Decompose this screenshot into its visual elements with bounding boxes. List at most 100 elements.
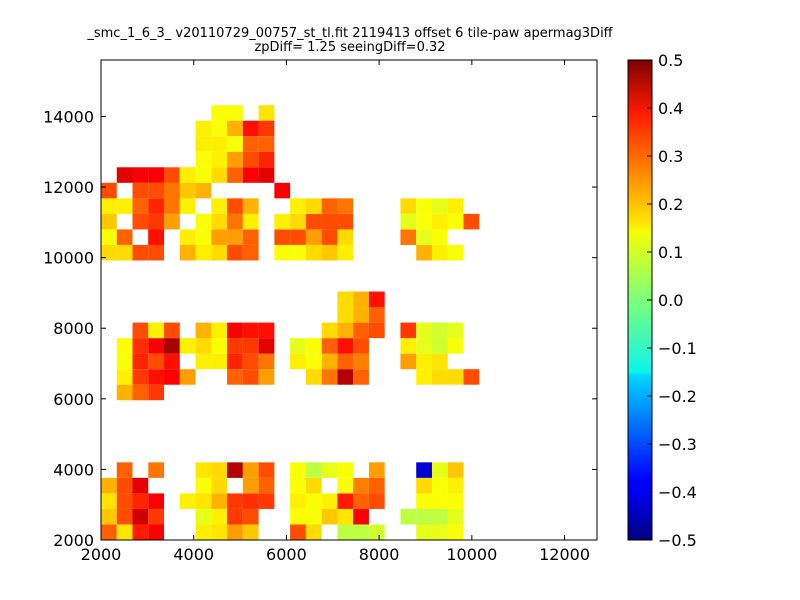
heatmap-cell (290, 524, 306, 540)
heatmap-cell (101, 229, 117, 245)
heatmap-cell (195, 167, 212, 183)
colorbar-tick-label: −0.4 (658, 483, 697, 502)
heatmap-cell (258, 322, 275, 339)
heatmap-cell (305, 244, 322, 261)
heatmap-cell (431, 322, 448, 339)
heatmap-cell (431, 229, 448, 245)
heatmap-cell (116, 198, 133, 214)
y-tick-label: 6000 (53, 390, 94, 409)
chart-subtitle: zpDiff= 1.25 seeingDiff=0.32 (254, 40, 446, 55)
heatmap-cell (211, 229, 228, 245)
heatmap-cell (148, 182, 165, 199)
heatmap-cell (416, 477, 432, 494)
heatmap-cell (447, 508, 464, 525)
heatmap-cell (400, 229, 417, 245)
heatmap-cell (211, 477, 228, 494)
heatmap-cell (447, 369, 464, 385)
heatmap-cell (258, 353, 275, 370)
heatmap-cell (132, 244, 149, 261)
heatmap-cell (368, 524, 385, 540)
heatmap-cell (164, 338, 180, 354)
heatmap-cell (116, 493, 133, 509)
heatmap-cell (227, 105, 243, 121)
heatmap-cell (290, 462, 306, 478)
heatmap-cell (305, 508, 322, 525)
heatmap-cell (258, 136, 275, 152)
x-axis: 2000 4000 6000 8000 10000 12000 (81, 60, 590, 564)
heatmap-cell (211, 508, 228, 525)
heatmap-cell (211, 462, 228, 478)
heatmap-cell (211, 244, 228, 261)
heatmap-cell (227, 508, 243, 525)
heatmap-cell (321, 213, 338, 230)
heatmap-cell (211, 198, 228, 214)
heatmap-cell (148, 198, 165, 214)
heatmap-cell (416, 229, 432, 245)
heatmap-cell (416, 198, 432, 214)
heatmap-cell (353, 353, 369, 370)
heatmap-cell (242, 369, 259, 385)
heatmap-cell (164, 322, 180, 339)
heatmap-cell (101, 493, 117, 509)
colorbar-tick-label: 0.3 (658, 147, 683, 166)
heatmap-cell (242, 477, 259, 494)
heatmap-cell (242, 120, 259, 137)
heatmap-cell (148, 493, 165, 509)
heatmap-cell (116, 462, 133, 478)
heatmap-cell (132, 369, 149, 385)
heatmap-cell (353, 369, 369, 385)
heatmap-cell (242, 136, 259, 152)
heatmap-cell (305, 353, 322, 370)
heatmap-cell (321, 198, 338, 214)
heatmap-cell (195, 462, 212, 478)
heatmap-cell (242, 338, 259, 354)
heatmap-cell (242, 167, 259, 183)
colorbar-axis: 0.5 0.4 0.3 0.2 0.1 0.0 −0.1 −0.2 −0.3 −0.4 −0.5 (647, 51, 697, 550)
heatmap-cell (368, 493, 385, 509)
heatmap-cell (179, 244, 196, 261)
heatmap-cell (447, 493, 464, 509)
heatmap-cell (195, 353, 212, 370)
heatmap-cell (195, 213, 212, 230)
colorbar-tick-label: −0.5 (658, 531, 697, 550)
heatmap-cell (227, 151, 243, 168)
heatmap-cell (321, 369, 338, 385)
heatmap-cell (290, 229, 306, 245)
heatmap-cell (353, 338, 369, 354)
heatmap-cell (101, 524, 117, 540)
x-tick-label: 2000 (81, 545, 122, 564)
heatmap-cell (227, 524, 243, 540)
y-tick-label: 14000 (43, 107, 94, 126)
heatmap-cell (431, 369, 448, 385)
heatmap-cell (227, 213, 243, 230)
heatmap-cell (179, 167, 196, 183)
heatmap-cell (337, 322, 354, 339)
colorbar-tick-label: 0.0 (658, 291, 683, 310)
heatmap-cell (116, 524, 133, 540)
y-tick-label: 12000 (43, 178, 94, 197)
heatmap-cell (337, 198, 354, 214)
heatmap-cell (258, 462, 275, 478)
heatmap-cell (305, 213, 322, 230)
heatmap-cell (242, 229, 259, 245)
heatmap-cell (179, 229, 196, 245)
heatmap-cell (116, 229, 133, 245)
heatmap-cell (258, 338, 275, 354)
heatmap-cell (148, 213, 165, 230)
heatmap-cell (148, 384, 165, 401)
heatmap-cell (242, 493, 259, 509)
heatmap-cell (337, 291, 354, 308)
heatmap-cell (447, 244, 464, 261)
heatmap-cell (400, 338, 417, 354)
heatmap-cell (148, 229, 165, 245)
heatmap-cell (431, 198, 448, 214)
heatmap-cell (305, 369, 322, 385)
heatmap-cell (447, 477, 464, 494)
heatmap-cell (148, 167, 165, 183)
heatmap-cell (164, 353, 180, 370)
heatmap-cell (116, 384, 133, 401)
heatmap-cell (195, 508, 212, 525)
heatmap-cell (416, 213, 432, 230)
heatmap-cell (211, 213, 228, 230)
